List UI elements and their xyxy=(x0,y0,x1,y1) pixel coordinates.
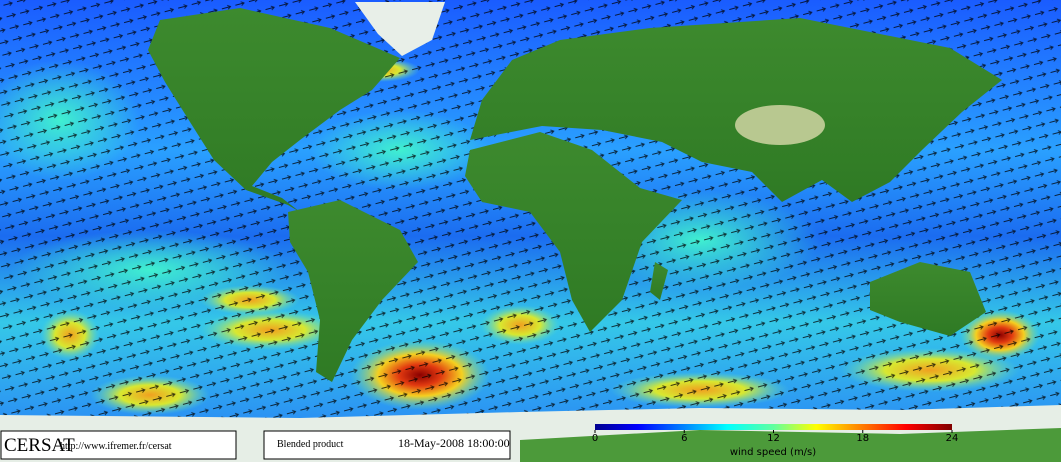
product-box xyxy=(263,430,511,460)
colorbar-ticks: 0 6 12 18 24 xyxy=(592,430,959,444)
product: Blended product xyxy=(277,439,344,450)
colorbar-tick-label: 6 xyxy=(681,433,687,444)
logo-box xyxy=(0,430,237,460)
date: 18-May-2008 18:00:00 xyxy=(398,436,510,450)
colorbar xyxy=(595,424,952,430)
colorbar-label: wind speed (m/s) xyxy=(730,447,816,458)
colorbar-tick-label: 0 xyxy=(592,433,598,444)
antarctica-land xyxy=(520,428,1061,462)
land xyxy=(148,2,1002,382)
colorbar-tick-label: 24 xyxy=(946,433,959,444)
colorbar-tick-label: 12 xyxy=(767,433,780,444)
colorbar-tick-label: 18 xyxy=(856,433,869,444)
url: http://www.ifremer.fr/cersat xyxy=(60,441,172,452)
logo: CERSAT xyxy=(4,435,75,456)
